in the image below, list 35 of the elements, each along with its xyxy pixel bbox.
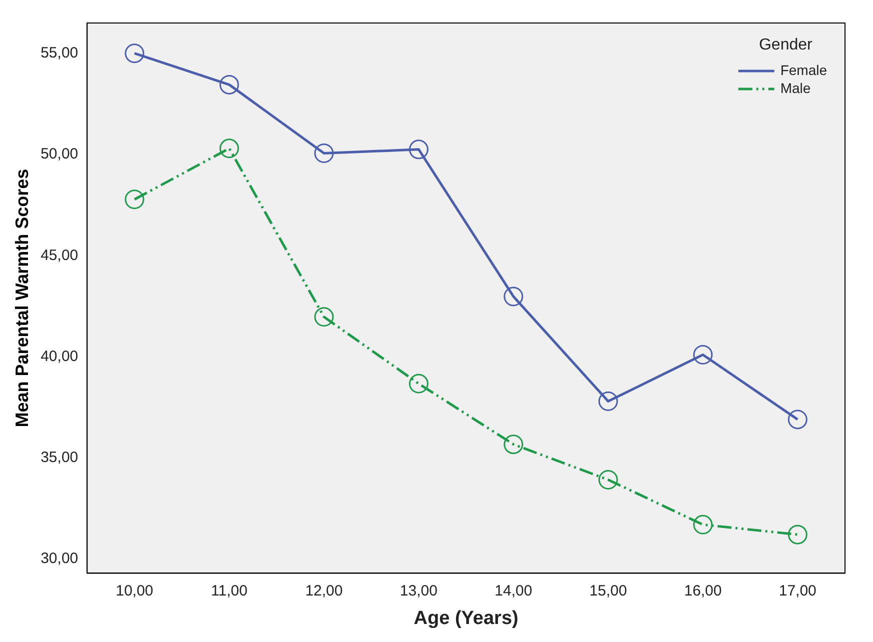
x-axis-title: Age (Years) (414, 608, 518, 629)
point (504, 434, 524, 454)
point (598, 392, 618, 412)
point (598, 470, 618, 490)
x-tick-label: 16,00 (684, 582, 722, 600)
y-tick-label: 55,00 (40, 44, 78, 62)
x-tick-label: 13,00 (400, 582, 438, 600)
x-tick-label: 17,00 (778, 582, 816, 600)
x-tick-label: 12,00 (305, 582, 343, 600)
point (693, 344, 713, 364)
x-tick-label: 10,00 (116, 582, 154, 600)
y-tick-label: 50,00 (40, 146, 78, 163)
point (219, 74, 239, 94)
y-tick-label: 35,00 (40, 449, 78, 466)
point (693, 514, 713, 534)
point (788, 410, 808, 430)
point (788, 524, 808, 544)
legend-title: Gender (758, 36, 814, 54)
point (504, 286, 524, 306)
y-tick-label: 40,00 (40, 348, 78, 365)
legend-label: Male (780, 80, 811, 96)
x-tick-label: 14,00 (494, 582, 532, 600)
y-tick-label: 30,00 (40, 550, 78, 568)
point (124, 190, 144, 210)
point (219, 138, 239, 158)
point (408, 140, 428, 160)
point (408, 374, 428, 394)
point (314, 307, 334, 327)
y-tick-label: 45,00 (40, 246, 78, 264)
x-tick-label: 15,00 (589, 582, 627, 600)
x-tick-label: 11,00 (211, 582, 248, 600)
y-axis-title: Mean Parental Warmth Scores (12, 168, 32, 428)
point (314, 144, 334, 164)
legend-label: Female (780, 62, 828, 78)
point (124, 44, 144, 64)
